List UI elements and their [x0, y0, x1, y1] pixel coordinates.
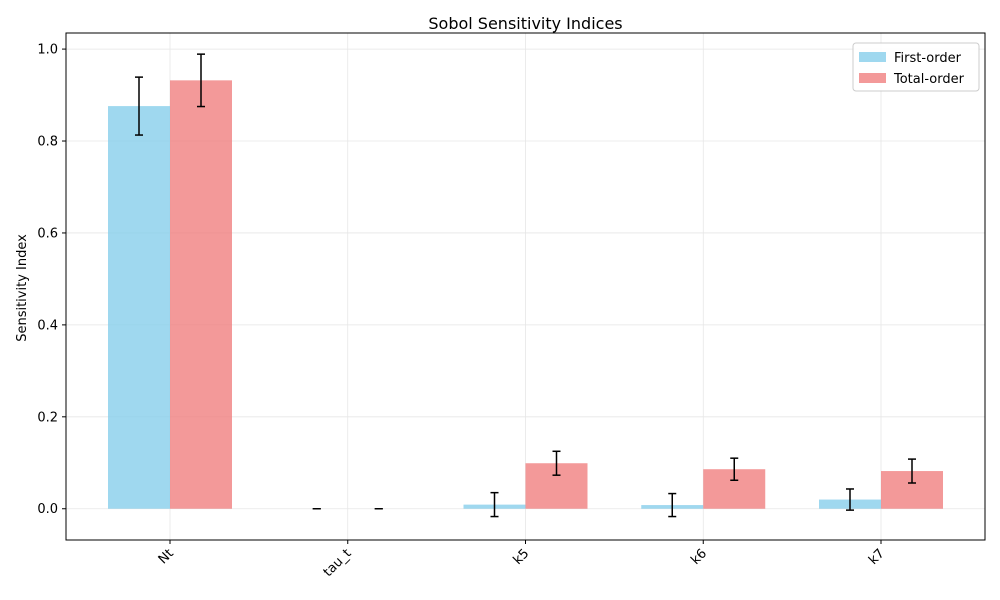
error-bar-first-order-k7 — [846, 488, 854, 511]
error-bar-first-order-k5 — [490, 491, 499, 518]
error-bar-total-order-Nt — [197, 53, 205, 108]
y-tick-label: 0.6 — [37, 226, 58, 241]
legend-swatch-total-order — [859, 73, 886, 83]
y-tick-label: 0.0 — [37, 502, 58, 517]
error-bar-total-order-k6 — [730, 457, 739, 481]
chart-title: Sobol Sensitivity Indices — [428, 14, 622, 33]
legend-label-total-order: Total-order — [893, 72, 965, 87]
legend-label-first-order: First-order — [894, 51, 962, 66]
bar-total-order-Nt — [170, 80, 232, 509]
legend: First-order Total-order — [852, 42, 980, 92]
y-tick-label: 1.0 — [37, 43, 58, 58]
error-bar-first-order-k6 — [668, 492, 677, 518]
error-bar-total-order-k7 — [908, 458, 916, 484]
error-bar-first-order-Nt — [135, 76, 143, 136]
bar-first-order-Nt — [108, 106, 170, 509]
y-tick-label: 0.2 — [37, 410, 58, 425]
y-tick-label: 0.8 — [37, 135, 58, 150]
legend-swatch-first-order — [859, 52, 886, 62]
error-bars — [135, 53, 916, 518]
y-axis-ticks: 0.0 0.2 0.4 0.6 0.8 1.0 — [37, 43, 66, 517]
error-bar-total-order-k5 — [552, 450, 561, 476]
y-tick-label: 0.4 — [37, 318, 58, 333]
y-axis-title: Sensitivity Index — [15, 234, 30, 342]
